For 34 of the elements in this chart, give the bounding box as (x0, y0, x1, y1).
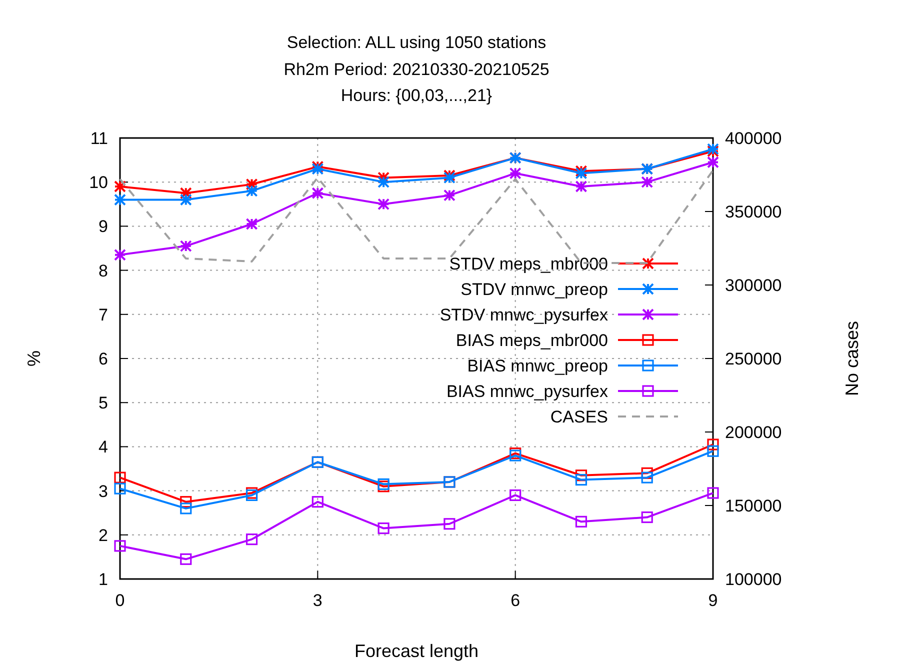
y-tick-label: 5 (98, 394, 108, 413)
y-tick-label: 6 (98, 350, 108, 368)
y-tick-label: 8 (98, 261, 108, 280)
legend-label: STDV meps_mbr000 (449, 254, 608, 274)
chart-title: Selection: ALL using 1050 stations (286, 33, 546, 52)
legend-label: BIAS mnwc_pysurfex (446, 382, 608, 401)
x-tick-label: 0 (115, 591, 125, 610)
y2-tick-label: 200000 (725, 423, 782, 442)
y-tick-label: 7 (98, 305, 108, 324)
y-axis-title: % (24, 350, 44, 367)
y-tick-label: 4 (98, 438, 108, 457)
y2-tick-label: 250000 (725, 350, 782, 368)
y-tick-label: 10 (89, 173, 108, 192)
chart-subtitle: Rh2m Period: 20210330-20210525 Hours: {00,03,...,21} (284, 60, 550, 105)
y-tick-label: 1 (98, 570, 108, 589)
legend-label: CASES (550, 408, 608, 426)
y2-tick-label: 100000 (725, 570, 782, 589)
y2-axis-title: No cases (842, 320, 862, 396)
y-tick-label: 9 (98, 217, 108, 236)
y2-tick-label: 150000 (725, 496, 782, 516)
x-tick-label: 3 (312, 591, 322, 610)
legend-label: BIAS mnwc_preop (467, 356, 608, 376)
x-tick-label: 6 (510, 591, 520, 610)
y-tick-label: 3 (98, 482, 108, 501)
legend-label: STDV mnwc_pysurfex (440, 306, 608, 324)
x-tick-label: 9 (708, 591, 718, 610)
legend-label: STDV mnwc_preop (460, 280, 608, 299)
y2-tick-label: 300000 (725, 276, 782, 295)
y2-tick-label: 350000 (725, 202, 782, 222)
y2-tick-label: 400000 (725, 129, 782, 148)
y-tick-label: 11 (90, 129, 108, 148)
legend-label: BIAS meps_mbr000 (456, 331, 608, 350)
x-axis-title: Forecast length (354, 641, 479, 661)
y-tick-label: 2 (98, 526, 108, 545)
